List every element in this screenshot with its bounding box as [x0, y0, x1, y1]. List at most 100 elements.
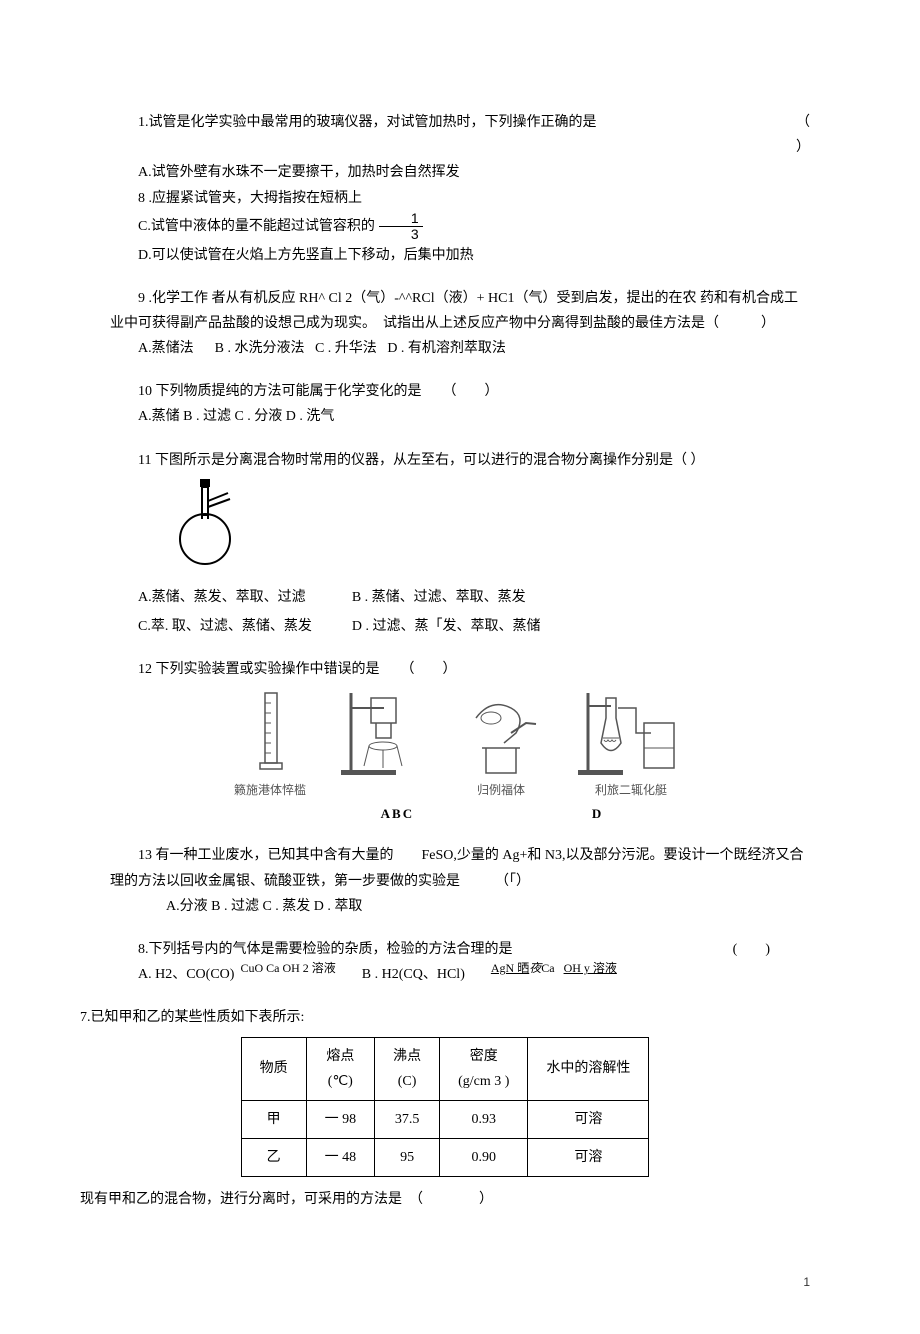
q1-optB: 8 .应握紧试管夹，大拇指按在短柄上: [110, 186, 810, 211]
q1-optC: C.试管中液体的量不能超过试管容积的 1 3: [110, 211, 810, 243]
th-bp-text: 沸点 (C): [393, 1049, 421, 1089]
q8-ca: Ca: [541, 961, 554, 975]
q13-num: 13: [138, 848, 152, 863]
th-bp: 沸点 (C): [375, 1037, 440, 1100]
q13-stem-text: 有一种工业废水，已知其中含有大量的 FeSO,少量的 Ag+和 N3,以及部分污…: [110, 848, 804, 888]
q1-optA: A.试管外壁有水珠不一定要擦干，加热时会自然挥发: [110, 160, 810, 185]
q8-options: A. H2、CO(CO) CuO Ca OH 2 溶液 B . H2(CQ、HC…: [138, 962, 810, 987]
q10-stem-text: 下列物质提纯的方法可能属于化学变化的是 （ ）: [152, 384, 499, 399]
cell: 甲: [241, 1100, 306, 1138]
q8-optA-pre: A. H2、CO(CO): [138, 962, 234, 987]
q9-options: A.蒸储法 B . 水洗分液法 C . 升华法 D . 有机溶剂萃取法: [110, 336, 810, 361]
gas-collection-icon: [576, 688, 686, 778]
q11-col-left: A.蒸储、蒸发、萃取、过滤 C.萃. 取、过滤、蒸储、蒸发: [138, 585, 312, 639]
question-10: 10 下列物质提纯的方法可能属于化学变化的是 （ ） A.蒸储 B . 过滤 C…: [110, 379, 810, 429]
th-mp: 熔点 (℃): [306, 1037, 375, 1100]
q9-optD: D . 有机溶剂萃取法: [387, 341, 506, 356]
q11-options: A.蒸储、蒸发、萃取、过滤 C.萃. 取、过滤、蒸储、蒸发 B . 蒸储、过滤、…: [138, 585, 810, 639]
q1-optD: D.可以使试管在火焰上方先竖直上下移动，后集中加热: [110, 243, 810, 268]
pouring-hand-icon: [456, 688, 546, 778]
q8-agn: AgN 晒: [491, 961, 529, 975]
question-8: 8.下列括号内的气体是需要检验的杂质，检验的方法合理的是 ( ) A. H2、C…: [110, 937, 810, 987]
q11-stem-text: 下图所示是分离混合物时常用的仪器，从左至右，可以进行的混合物分离操作分别是（ ）: [151, 453, 704, 468]
q12-num: 12: [138, 662, 152, 677]
th-substance: 物质: [241, 1037, 306, 1100]
apparatus-d: 利旅二辄化艇: [576, 688, 686, 802]
q9-optB: B . 水洗分液法: [215, 341, 305, 356]
q8-stem-row: 8.下列括号内的气体是需要检验的杂质，检验的方法合理的是 ( ): [110, 937, 810, 962]
q1-close-paren-row: ）: [110, 135, 810, 160]
cell: 一 98: [306, 1100, 375, 1138]
q13-options: A.分液 B . 过滤 C . 蒸发 D . 萃取: [110, 894, 810, 919]
apparatus-b-caption: [380, 780, 383, 802]
q9-optC: C . 升华法: [315, 341, 377, 356]
question-11: 11 下图所示是分离混合物时常用的仪器，从左至右，可以进行的混合物分离操作分别是…: [110, 448, 810, 640]
q12-stem: 12 下列实验装置或实验操作中错误的是 （ ）: [110, 657, 810, 682]
question-13: 13 有一种工业废水，已知其中含有大量的 FeSO,少量的 Ag+和 N3,以及…: [110, 843, 810, 919]
flask-figure: [170, 479, 810, 579]
q10-num: 10: [138, 384, 152, 399]
q1-optB-num: 8: [138, 191, 145, 206]
th-den-text: 密度 (g/cm 3 ): [458, 1049, 509, 1089]
q8-optB-post: AgN 晒夜Ca OH y 溶液: [491, 958, 617, 980]
apparatus-figure: 籁施港体悴槛 归例福体: [110, 688, 810, 802]
apparatus-labels: ABC D: [110, 802, 810, 825]
table-body: 甲 一 98 37.5 0.93 可溶 乙 一 48 95 0.90 可溶: [241, 1100, 649, 1176]
q7-stem: 7.已知甲和乙的某些性质如下表所示:: [80, 1005, 810, 1030]
apparatus-a-caption: 籁施港体悴槛: [234, 780, 306, 802]
frac-den: 3: [379, 227, 423, 242]
distilling-flask-icon: [170, 479, 240, 579]
cell: 乙: [241, 1139, 306, 1177]
q1-optC-pre: C.试管中液体的量不能超过试管容积的: [110, 214, 375, 239]
page-number: 1: [110, 1272, 810, 1294]
table-header-row: 物质 熔点 (℃) 沸点 (C) 密度 (g/cm 3 ) 水中的溶解性: [241, 1037, 649, 1100]
cell: 95: [375, 1139, 440, 1177]
q8-ohy: OH y 溶液: [564, 961, 617, 975]
label-abc: ABC: [262, 802, 532, 825]
label-d: D: [538, 802, 658, 825]
q1-stem: 1.试管是化学实验中最常用的玻璃仪器，对试管加热时，下列操作正确的是: [138, 115, 597, 130]
cell: 37.5: [375, 1100, 440, 1138]
question-9: 9 .化学工作 者从有机反应 RH^ Cl 2（气）-^^RCl（液）+ HC1…: [110, 286, 810, 362]
q1-paren-open: （: [768, 110, 810, 135]
q11-optB: B . 蒸储、过滤、萃取、蒸发: [352, 585, 541, 610]
fraction-one-third: 1 3: [379, 211, 423, 243]
q8-optB-pre: B . H2(CQ、HCl): [362, 962, 465, 987]
q11-col-right: B . 蒸储、过滤、萃取、蒸发 D . 过滤、蒸「发、萃取、蒸储: [352, 585, 541, 639]
graduated-cylinder-icon: [245, 688, 295, 778]
cell: 一 48: [306, 1139, 375, 1177]
question-1: 1.试管是化学实验中最常用的玻璃仪器，对试管加热时，下列操作正确的是 （ ） A…: [110, 110, 810, 268]
q9-stem: 9 .化学工作 者从有机反应 RH^ Cl 2（气）-^^RCl（液）+ HC1…: [110, 286, 810, 336]
cell: 0.90: [440, 1139, 528, 1177]
q8-paren: ( ): [705, 937, 770, 962]
frac-num: 1: [379, 211, 423, 227]
q8-ye: 夜: [529, 961, 541, 975]
q1-optB-text: .应握紧试管夹，大拇指按在短柄上: [145, 191, 362, 206]
q11-stem: 11 下图所示是分离混合物时常用的仪器，从左至右，可以进行的混合物分离操作分别是…: [110, 448, 810, 473]
q9-optA: A.蒸储法: [138, 341, 194, 356]
table-row: 乙 一 48 95 0.90 可溶: [241, 1139, 649, 1177]
apparatus-c-caption: 归例福体: [477, 780, 525, 802]
cell: 可溶: [528, 1100, 649, 1138]
q10-options: A.蒸储 B . 过滤 C . 分液 D . 洗气: [110, 404, 810, 429]
th-mp-text: 熔点 (℃): [326, 1049, 354, 1089]
q12-stem-text: 下列实验装置或实验操作中错误的是 （ ）: [152, 662, 457, 677]
q1-stem-row: 1.试管是化学实验中最常用的玻璃仪器，对试管加热时，下列操作正确的是 （: [110, 110, 810, 135]
properties-table: 物质 熔点 (℃) 沸点 (C) 密度 (g/cm 3 ) 水中的溶解性 甲 一…: [241, 1037, 650, 1178]
q8-optA-post: CuO Ca OH 2 溶液: [240, 958, 335, 980]
q8-stem: 8.下列括号内的气体是需要检验的杂质，检验的方法合理的是: [138, 942, 513, 957]
q7-after: 现有甲和乙的混合物，进行分离时，可采用的方法是 （ ）: [80, 1187, 810, 1212]
q11-optD: D . 过滤、蒸「发、萃取、蒸储: [352, 614, 541, 639]
apparatus-c: 归例福体: [456, 688, 546, 802]
th-density: 密度 (g/cm 3 ): [440, 1037, 528, 1100]
apparatus-a: 籁施港体悴槛: [234, 688, 306, 802]
table-row: 甲 一 98 37.5 0.93 可溶: [241, 1100, 649, 1138]
heating-stand-icon: [336, 688, 426, 778]
q10-stem: 10 下列物质提纯的方法可能属于化学变化的是 （ ）: [110, 379, 810, 404]
table-head: 物质 熔点 (℃) 沸点 (C) 密度 (g/cm 3 ) 水中的溶解性: [241, 1037, 649, 1100]
question-7: 7.已知甲和乙的某些性质如下表所示: 物质 熔点 (℃) 沸点 (C) 密度 (…: [80, 1005, 810, 1212]
q11-optA: A.蒸储、蒸发、萃取、过滤: [138, 585, 312, 610]
q8-optA-pre-text: A. H2、CO(CO): [138, 967, 234, 982]
apparatus-d-caption: 利旅二辄化艇: [595, 780, 667, 802]
th-solubility: 水中的溶解性: [528, 1037, 649, 1100]
